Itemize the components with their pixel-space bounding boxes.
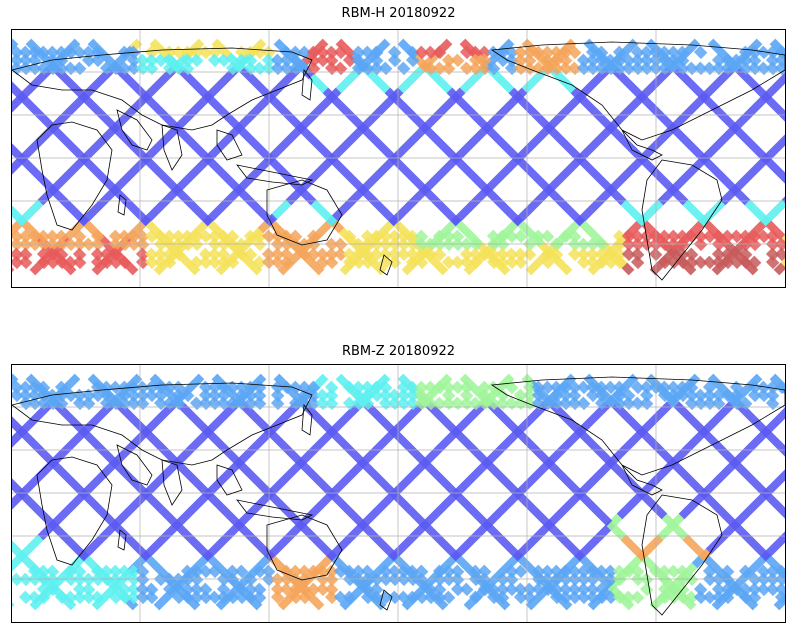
swath-cell [640, 583, 653, 596]
swath-cell [19, 256, 32, 269]
swath-map-bottom [12, 365, 785, 622]
swath-cell [451, 54, 464, 67]
swath-layer [12, 374, 785, 611]
swath-cell [577, 397, 590, 410]
swath-cell [73, 62, 86, 75]
swath-cell [253, 397, 266, 410]
swath-cell [82, 397, 95, 410]
swath-cell [631, 591, 644, 604]
map-panel-top [11, 29, 786, 288]
swath-cell [325, 397, 338, 410]
map-panel-bottom [11, 364, 786, 623]
swath-cell [442, 62, 455, 75]
swath-cell [12, 598, 14, 611]
swath-cell [766, 397, 779, 410]
swath-cell [271, 397, 284, 410]
swath-cell [694, 238, 707, 251]
swath-cell [73, 256, 86, 269]
map-title-bottom: RBM-Z 20180922 [11, 344, 786, 359]
swath-cell [460, 583, 473, 596]
swath-cell [388, 54, 401, 67]
swath-cell [397, 62, 410, 75]
swath-cell [631, 256, 644, 269]
swath-cell [379, 62, 392, 75]
swath-map-top [12, 30, 785, 287]
swath-cell [775, 248, 785, 261]
swath-cell [523, 248, 536, 261]
swath-cell [514, 256, 527, 269]
swath-cell [136, 397, 149, 410]
map-title-top: RBM-H 20180922 [11, 6, 786, 21]
swath-cell [334, 62, 347, 75]
swath-cell [325, 256, 338, 269]
swath-layer [12, 39, 785, 276]
swath-cell [640, 397, 653, 410]
swath-cell [145, 62, 158, 75]
